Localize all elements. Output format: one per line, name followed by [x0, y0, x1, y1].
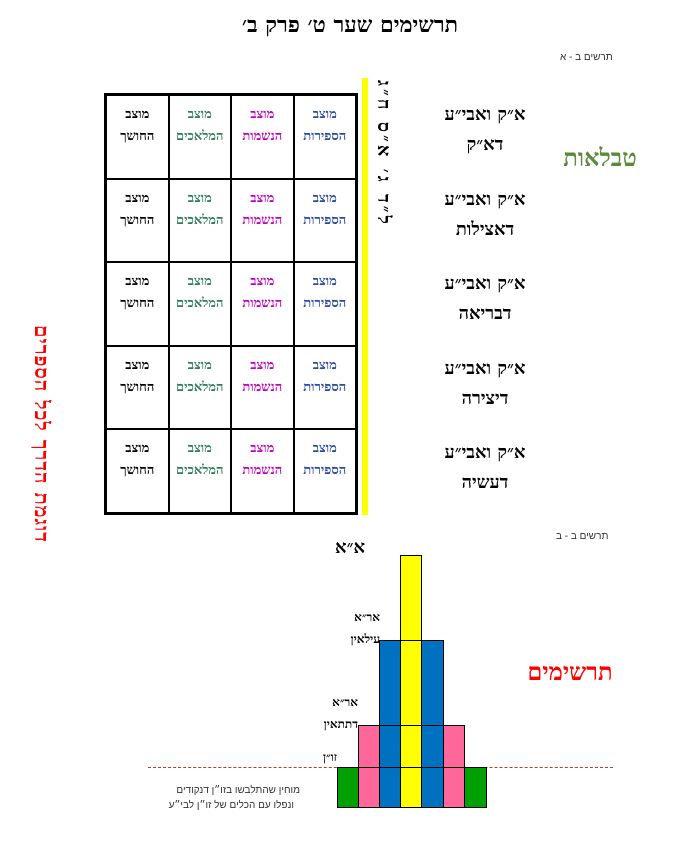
- cell-line1: מוצב: [125, 190, 150, 206]
- cell-line1: מוצב: [125, 107, 150, 122]
- note: מוחין שהתלבשו בזו״ן דנקודים ונפלו עם הכל…: [168, 785, 300, 811]
- level-label-zun: זו״ן: [322, 750, 337, 764]
- cell-line2: הספירות: [303, 296, 347, 312]
- bar-level-line: [358, 725, 464, 726]
- bar-segment: [464, 767, 487, 808]
- cell-line1: מוצב: [187, 190, 212, 206]
- cell-line2: החושך: [120, 212, 155, 228]
- row-label: א״ק ואבי״ע דבריאה: [425, 269, 545, 329]
- row-label-line2: דבריאה: [458, 303, 512, 324]
- row-label: א״ק ואבי״ע דעשיה: [425, 438, 545, 498]
- diagram-b-label: תרשים ב - ב: [556, 531, 609, 542]
- cell-line1: מוצב: [125, 357, 150, 373]
- cell-line2: החושך: [120, 463, 155, 479]
- table-cell: מוצב הנשמות: [231, 262, 294, 346]
- cell-line2: המלאכים: [176, 296, 224, 312]
- row-label-line1: א״ק ואבי״ע: [444, 273, 526, 294]
- page-title: תרשימים שער ט׳ פרק ב׳: [241, 12, 459, 38]
- tables-title: טבלאות: [563, 143, 637, 172]
- table-cell: מוצב הנשמות: [231, 345, 294, 430]
- row-label-line1: א״ק ואבי״ע: [444, 442, 526, 463]
- cell-line2: הנשמות: [242, 129, 283, 144]
- cell-line2: החושך: [120, 379, 155, 395]
- row-label-line1: א״ק ואבי״ע: [444, 104, 526, 125]
- cell-line2: החושך: [120, 296, 155, 312]
- diagram-a-label: תרשים ב - א: [560, 52, 613, 63]
- row-label: א״ק ואבי״ע דא״ק: [425, 100, 545, 160]
- table-cell: מוצב החושך: [106, 429, 169, 513]
- row-label-line2: דא״ק: [466, 134, 504, 155]
- bar-level-line: [337, 767, 486, 768]
- cell-line2: הנשמות: [242, 379, 283, 395]
- cell-line2: הנשמות: [242, 296, 283, 312]
- cell-line1: מוצב: [250, 107, 275, 122]
- table-cell: מוצב החושך: [106, 95, 169, 179]
- cell-line2: החושך: [120, 129, 155, 144]
- row-label: א״ק ואבי״ע דיצירה: [425, 354, 545, 414]
- cell-line2: הספירות: [303, 379, 347, 395]
- row-label-line2: דיצירה: [461, 387, 509, 409]
- cell-line1: מוצב: [312, 190, 337, 206]
- cell-line1: מוצב: [312, 107, 337, 122]
- table-cell: מוצב הספירות: [293, 178, 356, 263]
- cell-line2: המלאכים: [176, 129, 224, 144]
- cell-line2: הנשמות: [242, 463, 283, 479]
- cell-line2: הספירות: [303, 212, 347, 228]
- table-cell: מוצב החושך: [106, 262, 169, 346]
- cell-line2: הנשמות: [242, 212, 283, 228]
- cell-line2: המלאכים: [176, 212, 224, 228]
- level-label-abba-upper: אר״א עילאין: [350, 610, 380, 646]
- cell-line2: הספירות: [303, 129, 347, 144]
- cell-line1: מוצב: [125, 274, 150, 290]
- cell-line1: מוצב: [312, 357, 337, 373]
- table-cell: מוצב הנשמות: [231, 178, 294, 263]
- row-label: א״ק ואבי״ע דאצילות: [425, 185, 545, 245]
- bar-level-line: [379, 640, 443, 641]
- level-label-abba-lower: אר״א דתתאין: [323, 695, 358, 731]
- cell-line2: המלאכים: [176, 463, 224, 479]
- cell-line1: מוצב: [250, 190, 275, 206]
- cell-line2: המלאכים: [176, 379, 224, 395]
- table-cell: מוצב החושך: [106, 178, 169, 263]
- cell-line2: הספירות: [303, 463, 347, 479]
- row-label-line2: דעשיה: [461, 472, 509, 493]
- cell-line1: מוצב: [250, 357, 275, 373]
- table-cell: מוצב הנשמות: [231, 95, 294, 179]
- cell-line1: מוצב: [250, 274, 275, 290]
- table-cell: מוצב המלאכים: [168, 345, 231, 430]
- table-cell: מוצב המלאכים: [168, 429, 231, 513]
- yellow-divider: [362, 78, 368, 515]
- bar-segment: [421, 640, 444, 808]
- row-label-line1: א״ק ואבי״ע: [444, 357, 526, 379]
- table-grid: מוצב הספירות מוצב הנשמות מוצב המלאכים מוצב החוש…: [104, 93, 358, 515]
- table-cell: מוצב המלאכים: [168, 178, 231, 263]
- bar-segment: [337, 767, 359, 808]
- cell-line1: מוצב: [187, 107, 212, 122]
- row-label-line2: דאצילות: [455, 218, 515, 240]
- cell-line1: מוצב: [125, 441, 150, 457]
- table-cell: מוצב הנשמות: [231, 429, 294, 513]
- table-cell: מוצב הספירות: [293, 345, 356, 430]
- vertical-label: ל״ד ג׳ א״ס ח״ג: [373, 80, 394, 227]
- table-cell: מוצב הספירות: [293, 262, 356, 346]
- cell-line1: מוצב: [312, 274, 337, 290]
- table-cell: מוצב המלאכים: [168, 95, 231, 179]
- cell-line1: מוצב: [187, 274, 212, 290]
- charts-title: תרשימים: [527, 657, 613, 686]
- left-caption: דוגמת הדרך לכל הספרים: [30, 325, 54, 543]
- level-label-aa: א״א: [335, 537, 365, 558]
- table-cell: מוצב הספירות: [293, 95, 356, 179]
- bar-segment: [400, 555, 422, 808]
- cell-line1: מוצב: [187, 357, 212, 373]
- cell-line1: מוצב: [187, 441, 212, 457]
- table-cell: מוצב החושך: [106, 345, 169, 430]
- table-cell: מוצב המלאכים: [168, 262, 231, 346]
- bar-segment: [379, 640, 401, 808]
- table-cell: מוצב הספירות: [293, 429, 356, 513]
- cell-line1: מוצב: [312, 441, 337, 457]
- cell-line1: מוצב: [250, 441, 275, 457]
- row-label-line1: א״ק ואבי״ע: [444, 188, 526, 210]
